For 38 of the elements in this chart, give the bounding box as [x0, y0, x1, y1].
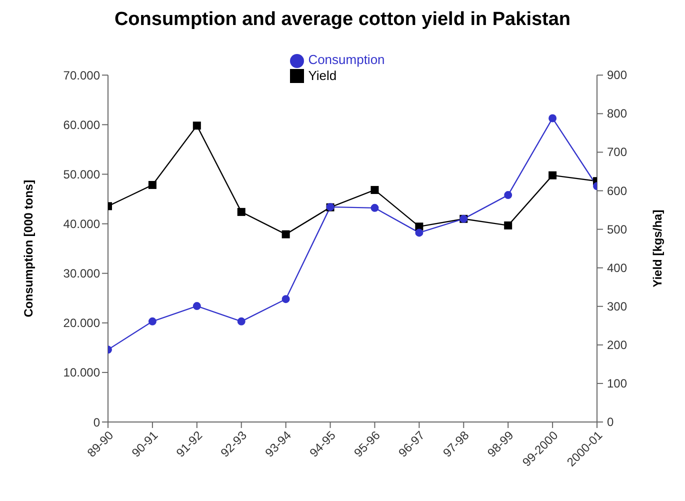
point [148, 180, 156, 189]
point [504, 221, 512, 230]
y2-tick-label: 300 [607, 299, 628, 314]
y-axis-title: Consumption [000 tons] [21, 180, 36, 318]
y2-tick-label: 600 [607, 184, 628, 198]
point [370, 186, 379, 194]
point [192, 302, 201, 310]
point [282, 230, 290, 238]
y2-tick-label: 100 [607, 376, 628, 390]
y-tick-label: 20.000 [63, 316, 100, 330]
point [415, 228, 424, 237]
point [370, 204, 379, 212]
y-tick-label: 60.000 [63, 118, 100, 132]
point [192, 122, 201, 130]
y-tick-label: 70.000 [63, 68, 100, 82]
y2-tick-label: 900 [607, 68, 628, 82]
point [237, 208, 246, 216]
y2-tick-label: 200 [607, 338, 628, 352]
y-tick-label: 30.000 [63, 266, 100, 281]
point [504, 191, 512, 200]
point [282, 295, 290, 304]
point [548, 171, 557, 180]
point [148, 317, 156, 326]
y2-axis-title: Yield [kgs/ha] [650, 210, 664, 288]
point [237, 317, 246, 326]
y2-tick-label: 700 [607, 145, 628, 160]
chart-title: Consumption and average cotton yield in Pakistan [113, 8, 572, 32]
y2-tick-label: 500 [607, 222, 628, 236]
y-tick-label: 50.000 [63, 167, 100, 182]
point [548, 114, 557, 122]
y2-tick-label: 400 [607, 260, 628, 275]
legend-label: Yield [308, 68, 337, 83]
y2-tick-label: 0 [607, 415, 614, 429]
y-tick-label: 0 [93, 415, 100, 430]
y2-tick-label: 800 [607, 106, 628, 121]
y-tick-label: 40.000 [63, 217, 100, 232]
y-tick-label: 10.000 [63, 366, 100, 380]
legend-label: Consumption [308, 52, 385, 67]
